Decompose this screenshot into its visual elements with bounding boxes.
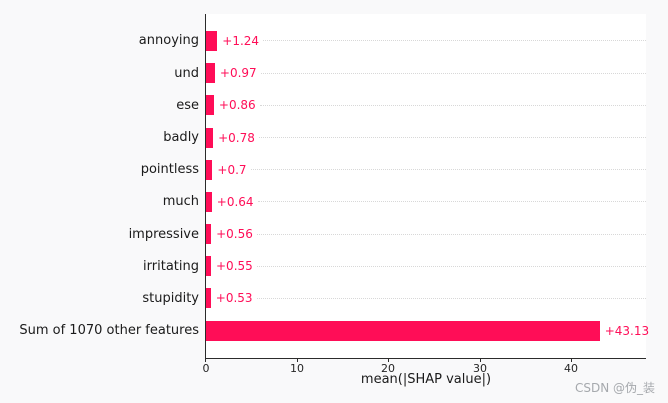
bar-value-label: +0.56	[216, 227, 253, 242]
bar-value-label: +43.13	[604, 323, 650, 338]
shap-bar	[206, 288, 211, 309]
shap-bar	[206, 63, 215, 84]
x-axis-title: mean(|SHAP value|)	[360, 372, 492, 387]
bar-rows: annoying +1.24 und +0.97 ese +0.86 badly…	[0, 25, 650, 347]
gridline-dotted	[256, 297, 646, 299]
bar-value-label: +0.78	[218, 130, 255, 145]
feature-label: stupidity	[142, 290, 199, 306]
shap-bar	[206, 127, 214, 148]
feature-label: irritating	[143, 258, 199, 274]
feature-label: impressive	[128, 226, 199, 242]
watermark-text: CSDN @伪_装	[574, 381, 655, 395]
x-tick-mark	[480, 358, 481, 362]
gridline-dotted	[259, 104, 646, 106]
bar-value-label: +0.97	[219, 66, 257, 81]
gridline-dotted	[258, 137, 646, 139]
x-tick-mark	[571, 358, 572, 362]
feature-row: much +0.64	[0, 186, 646, 218]
feature-row: annoying +1.24	[0, 25, 646, 57]
feature-row: badly +0.78	[0, 121, 646, 153]
feature-label: much	[162, 194, 199, 210]
gridline-dotted	[260, 72, 646, 74]
shap-bar	[206, 224, 212, 245]
gridline-dotted	[256, 265, 646, 267]
x-tick-label: 40	[564, 362, 578, 375]
feature-label: annoying	[138, 33, 199, 49]
feature-label: badly	[163, 130, 199, 146]
gridline-dotted	[263, 40, 646, 42]
x-tick-label: 0	[202, 362, 210, 375]
x-tick-mark	[388, 358, 389, 362]
bar-value-label: +0.86	[218, 98, 256, 113]
x-tick-label: 10	[290, 362, 304, 375]
feature-row: impressive +0.56	[0, 218, 646, 250]
x-tick-mark	[205, 358, 206, 362]
gridline-dotted	[256, 233, 646, 235]
bar-value-label: +0.64	[216, 194, 254, 209]
feature-row: Sum of 1070 other features +43.13	[0, 315, 650, 347]
shap-bar	[206, 191, 212, 212]
x-tick-mark	[297, 358, 298, 362]
feature-row: irritating +0.55	[0, 250, 646, 282]
feature-row: ese +0.86	[0, 89, 646, 121]
bar-value-label: +0.53	[215, 291, 253, 306]
gridline-dotted	[257, 201, 646, 203]
shap-bar	[206, 320, 600, 341]
bar-value-label: +1.24	[222, 33, 260, 48]
plot-area	[206, 14, 646, 358]
shap-bar	[206, 159, 213, 180]
x-tick-label: 30	[473, 362, 487, 375]
feature-label: Sum of 1070 other features	[19, 323, 199, 339]
feature-label: ese	[176, 97, 199, 113]
feature-row: pointless +0.7	[0, 154, 646, 186]
gridline-dotted	[250, 169, 646, 171]
shap-bar	[206, 256, 211, 277]
feature-label: pointless	[140, 162, 199, 178]
feature-label: und	[174, 65, 199, 81]
bar-value-label: +0.55	[216, 259, 253, 274]
feature-row: und +0.97	[0, 57, 646, 89]
x-axis-spine	[205, 358, 646, 359]
feature-row: stupidity +0.53	[0, 282, 646, 314]
x-tick-label: 20	[381, 362, 395, 375]
bar-value-label: +0.7	[217, 162, 247, 177]
shap-bar	[206, 30, 218, 51]
shap-bar	[206, 95, 214, 116]
y-axis-spine	[205, 14, 206, 359]
